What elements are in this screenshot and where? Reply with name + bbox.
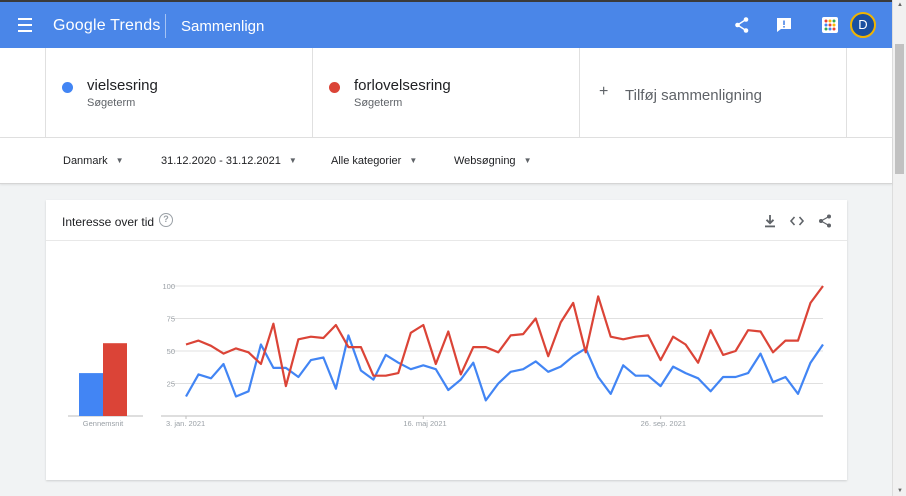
dropdown-caret-icon: ▼ <box>523 156 532 165</box>
card-share-icon[interactable] <box>817 213 833 229</box>
compare-terms-bar: vielsesring Søgeterm forlovelsesring Søg… <box>0 48 892 138</box>
embed-code-icon[interactable] <box>789 213 805 229</box>
google-trends-logo[interactable]: Google Trends <box>53 17 161 34</box>
period-filter[interactable]: 31.12.2020 - 31.12.2021 ▼ <box>161 155 297 167</box>
card-divider <box>46 240 847 241</box>
header-separator <box>165 14 166 38</box>
share-icon[interactable] <box>732 15 752 35</box>
term-name: forlovelsesring <box>354 77 451 94</box>
search-type-filter[interactable]: Websøgning ▼ <box>454 155 531 167</box>
y-tick-label: 75 <box>167 315 175 324</box>
page-scrollbar[interactable]: ▲ ▼ <box>892 0 906 496</box>
dropdown-caret-icon: ▼ <box>288 156 297 165</box>
x-tick-label: 26. sep. 2021 <box>641 419 686 428</box>
help-icon[interactable]: ? <box>159 213 173 227</box>
feedback-icon[interactable] <box>774 15 794 35</box>
dropdown-caret-icon: ▼ <box>115 156 124 165</box>
average-bar <box>103 343 127 416</box>
card-title: Interesse over tid <box>62 215 155 229</box>
term-color-dot <box>329 82 340 93</box>
download-icon[interactable] <box>762 213 778 229</box>
category-filter[interactable]: Alle kategorier ▼ <box>331 155 417 167</box>
period-filter-label: 31.12.2020 - 31.12.2021 <box>161 155 281 167</box>
country-filter[interactable]: Danmark ▼ <box>63 155 124 167</box>
y-tick-label: 50 <box>167 347 175 356</box>
menu-icon[interactable] <box>14 14 36 36</box>
term-type: Søgeterm <box>87 97 136 109</box>
series-line-1 <box>185 334 824 402</box>
search-type-filter-label: Websøgning <box>454 155 516 167</box>
term-color-dot <box>62 82 73 93</box>
category-filter-label: Alle kategorier <box>331 155 402 167</box>
average-bar <box>79 373 103 416</box>
interest-over-time-card: Interesse over tid ? 100 75 50 25 3. jan. 20… <box>46 200 847 480</box>
account-avatar[interactable]: D <box>850 12 876 38</box>
series-line-2 <box>185 285 824 388</box>
x-tick-label: 16. maj 2021 <box>403 419 446 428</box>
apps-grid-icon[interactable] <box>820 15 840 35</box>
plus-icon: + <box>599 83 609 100</box>
y-tick-label: 25 <box>167 380 175 389</box>
interest-chart: 100 75 50 25 3. jan. 2021 16. maj 2021 26. sep… <box>68 282 824 428</box>
x-tick-label: 3. jan. 2021 <box>166 419 205 428</box>
add-comparison-label: Tilføj sammenligning <box>625 87 762 104</box>
average-label: Gennemsnit <box>83 419 124 428</box>
top-app-bar: Google Trends Sammenlign D <box>0 0 892 48</box>
scroll-up-arrow-icon[interactable]: ▲ <box>897 2 903 8</box>
term-name: vielsesring <box>87 77 158 94</box>
term-item-2[interactable]: forlovelsesring Søgeterm <box>312 48 579 138</box>
dropdown-caret-icon: ▼ <box>409 156 418 165</box>
add-comparison-button[interactable]: + Tilføj sammenligning <box>579 48 847 138</box>
country-filter-label: Danmark <box>63 155 108 167</box>
term-type: Søgeterm <box>354 97 403 109</box>
filter-bar: Danmark ▼ 31.12.2020 - 31.12.2021 ▼ Alle k… <box>0 138 892 184</box>
y-tick-label: 100 <box>162 282 175 291</box>
scroll-down-arrow-icon[interactable]: ▼ <box>897 488 903 494</box>
page-title: Sammenlign <box>181 18 265 35</box>
term-item-1[interactable]: vielsesring Søgeterm <box>45 48 312 138</box>
scrollbar-thumb[interactable] <box>895 44 904 174</box>
